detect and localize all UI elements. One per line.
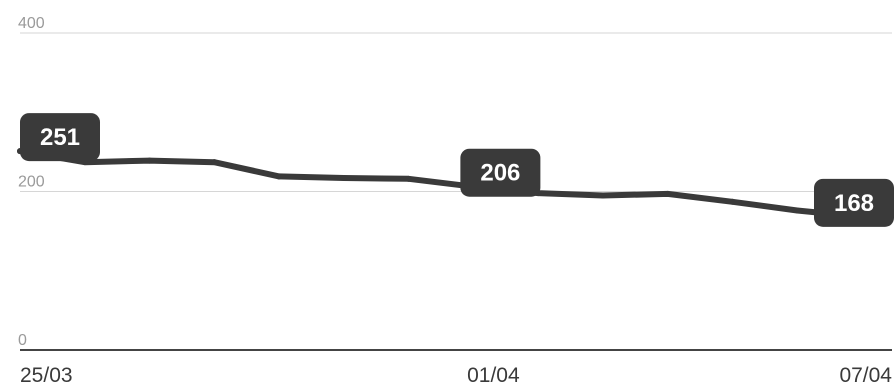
- data-point: [599, 192, 606, 199]
- data-label-box: [20, 113, 100, 162]
- data-label-box: [814, 178, 894, 227]
- x-tick-label: 01/04: [467, 364, 520, 385]
- data-point: [664, 190, 671, 197]
- x-axis-ticks: 25/03 01/04 07/04: [20, 364, 892, 385]
- data-point: [146, 157, 153, 164]
- data-label-text: 206: [480, 160, 520, 187]
- y-tick-label: 400: [18, 15, 45, 32]
- data-point: [729, 198, 736, 205]
- grid-lines: [20, 32, 892, 351]
- data-label: 251: [20, 113, 100, 162]
- data-label: 168: [814, 178, 894, 227]
- y-axis-ticks: 400 200 0: [18, 15, 45, 349]
- data-point: [794, 207, 801, 214]
- data-label-text: 251: [40, 124, 80, 151]
- data-point: [340, 175, 347, 182]
- y-tick-label: 0: [18, 332, 27, 349]
- x-tick-label: 25/03: [20, 364, 73, 385]
- data-point: [276, 173, 283, 180]
- data-label-box: [460, 148, 541, 197]
- series-line: [17, 148, 865, 220]
- data-label-text: 168: [834, 190, 874, 217]
- y-tick-label: 200: [18, 174, 45, 191]
- x-tick-label: 07/04: [839, 364, 892, 385]
- data-point: [405, 175, 412, 182]
- data-labels: 251 206 168: [20, 113, 894, 227]
- data-label: 206: [460, 148, 541, 197]
- data-point: [211, 159, 218, 166]
